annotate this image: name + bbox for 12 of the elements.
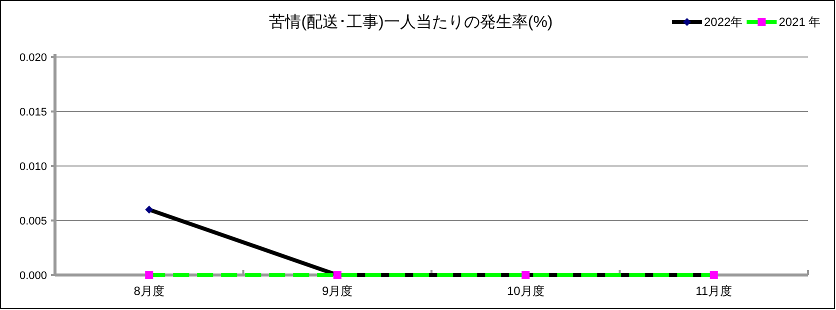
y-tick-label: 0.010 — [19, 161, 47, 173]
chart-title: 苦情(配送･工事)一人当たりの発生率(%) — [269, 13, 553, 31]
x-tick-label: 8月度 — [134, 284, 164, 298]
legend-label: 2021 年 — [778, 15, 821, 29]
legend-label: 2022年 — [704, 15, 743, 29]
y-tick-label: 0.005 — [19, 216, 47, 228]
x-tick-label: 9月度 — [322, 284, 353, 298]
y-tick-label: 0.020 — [19, 52, 47, 64]
x-tick-label: 11月度 — [696, 284, 732, 298]
y-tick-label: 0.000 — [19, 270, 47, 282]
y-tick-label: 0.015 — [19, 106, 47, 118]
x-tick-label: 10月度 — [506, 284, 544, 298]
